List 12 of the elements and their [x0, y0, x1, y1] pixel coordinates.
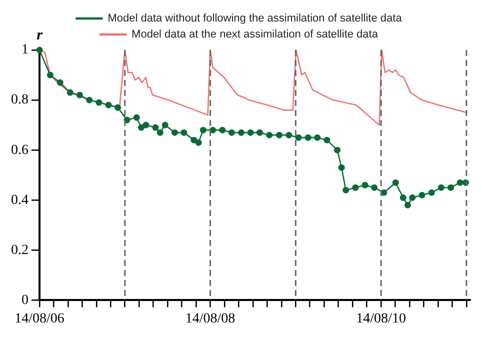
- y-tick-label: 0.2: [11, 242, 28, 258]
- y-tick-label: 1: [22, 42, 28, 58]
- y-axis-title: r: [36, 27, 43, 44]
- y-tick-label: 0.8: [11, 92, 28, 108]
- y-tick-label: 0.4: [11, 192, 28, 208]
- legend-label: Model data without following the assimilation of satellite data: [108, 12, 403, 25]
- y-tick-label: 0: [22, 292, 28, 308]
- x-tick-label: 14/08/06: [14, 311, 64, 326]
- y-tick-label: 0.6: [11, 142, 28, 158]
- x-tick-label: 14/08/08: [185, 311, 236, 326]
- x-tick-label: 14/08/10: [356, 311, 406, 326]
- legend-label: Model data at the next assimilation of satellite data: [132, 28, 379, 41]
